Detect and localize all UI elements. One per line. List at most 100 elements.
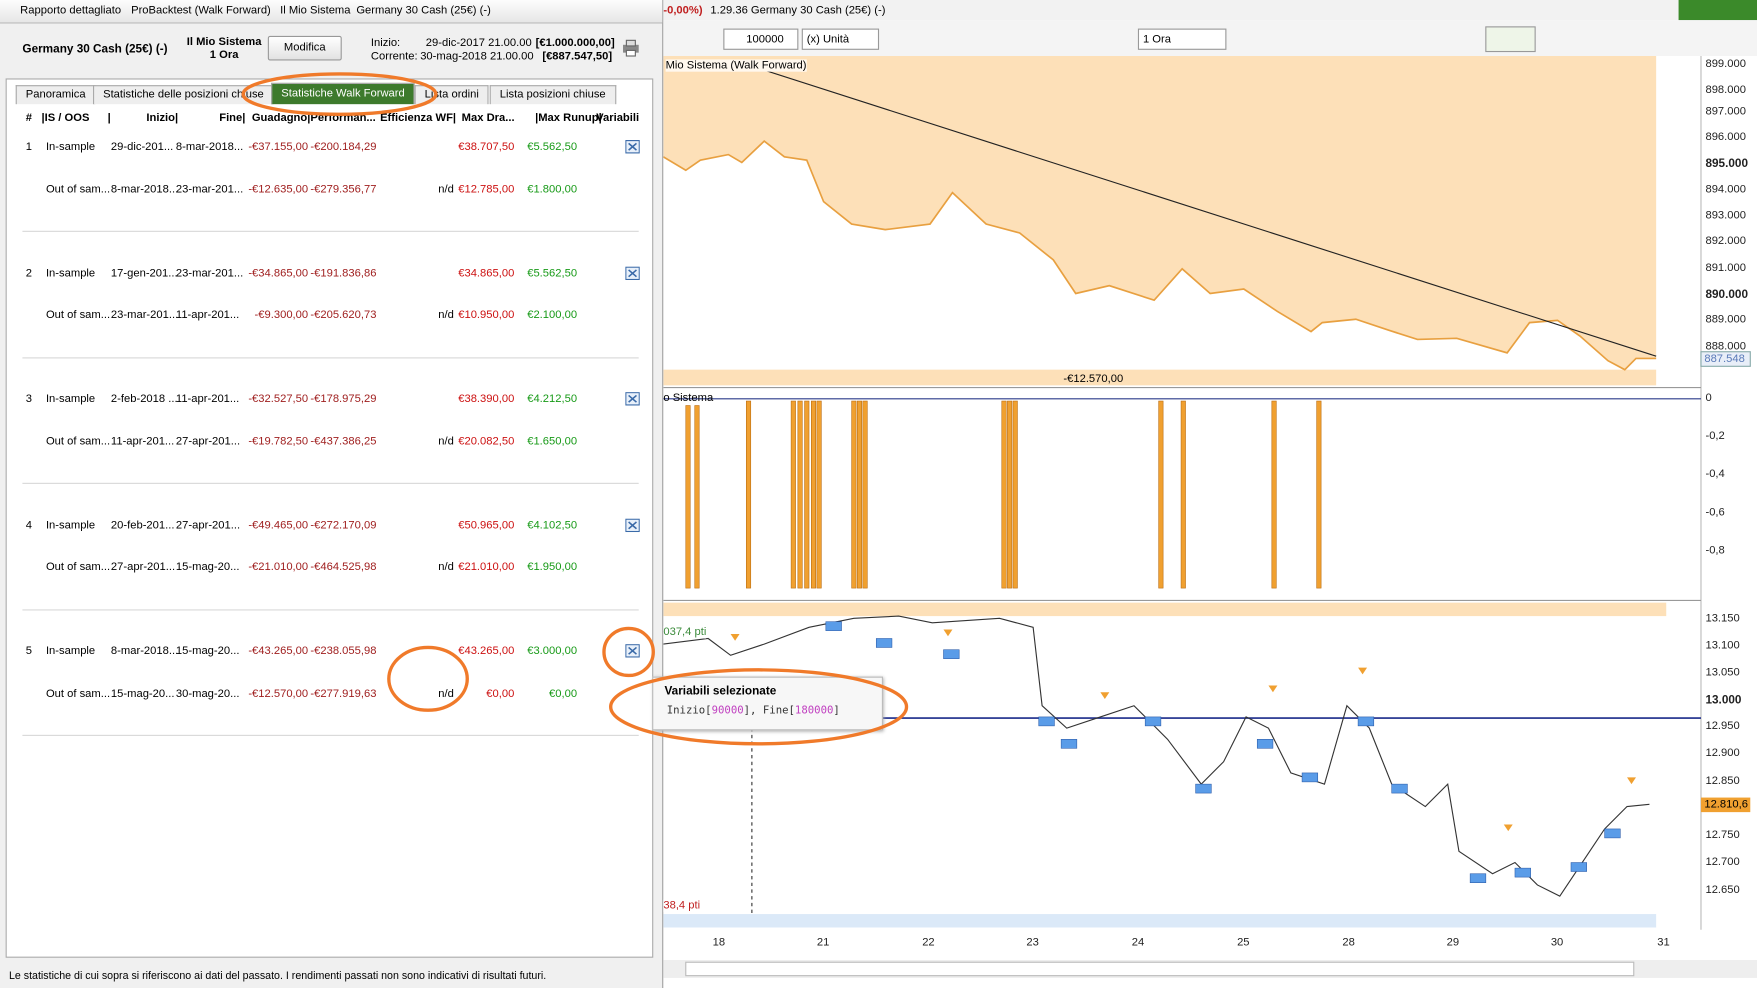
axis-label: 12.850 [1705, 775, 1740, 788]
highlight-ellipse [609, 668, 909, 746]
cell-dd: €0,00 [486, 687, 515, 700]
cell-end: 8-mar-2018... [175, 141, 244, 154]
axis-label: 895.000 [1705, 156, 1749, 171]
cell-type: In-sample [45, 645, 96, 658]
window-title: Il Mio Sistema [280, 4, 351, 17]
variables-icon[interactable] [625, 392, 640, 406]
cell-end: 30-mag-20... [175, 687, 240, 700]
axis-label: 0 [1705, 392, 1712, 405]
tab[interactable]: Statistiche Walk Forward [271, 82, 415, 105]
cell-type: In-sample [45, 393, 96, 406]
cell-start: 8-mar-2018... [110, 183, 179, 196]
cell-type: Out of sam... [45, 183, 111, 196]
result-label: -€12.570,00 [1063, 373, 1124, 386]
order-summary-strip [663, 914, 1657, 928]
cell-start: 29-dic-201... [110, 141, 174, 154]
cell-start: 17-gen-201... [110, 267, 178, 280]
cell-end: 11-apr-201... [175, 393, 240, 406]
date-label: 21 [816, 936, 830, 949]
tab[interactable]: Lista posizioni chiuse [489, 85, 616, 105]
cell-gain: -€34.865,00 [248, 267, 309, 280]
tooltip-part: 180000 [794, 704, 834, 717]
highlight-ellipse [241, 72, 438, 116]
row-separator [22, 608, 639, 610]
cell-dd: €43.265,00 [458, 645, 515, 658]
cell-runup: €3.000,00 [527, 645, 578, 658]
cell-runup: €5.562,50 [527, 141, 578, 154]
cell-runup: €4.212,50 [527, 393, 578, 406]
cell-perf: -€238.055,98 [310, 645, 377, 658]
current-date: 30-mag-2018 21.00.00 [420, 50, 534, 63]
cell-runup: €0,00 [549, 687, 578, 700]
date-label: 30 [1550, 936, 1564, 949]
cell-end: 27-apr-201... [175, 519, 241, 532]
cell-start: 2-feb-2018 ... [110, 393, 178, 406]
cell-eff: n/d [438, 435, 454, 448]
cell-perf: -€205.620,73 [310, 309, 377, 322]
start-date: 29-dic-2017 21.00.00 [425, 36, 532, 50]
window-title: Germany 30 Cash (25€) (-) [356, 4, 491, 17]
cell-end: 23-mar-201... [175, 267, 244, 280]
order-markers [825, 621, 1621, 883]
timeframe[interactable]: 1 Ora [1142, 33, 1171, 46]
axis-label: 12.700 [1705, 855, 1740, 869]
column-header: Max Dra... [461, 112, 515, 125]
window-controls[interactable] [1678, 0, 1757, 21]
order-arrows [730, 629, 1636, 832]
title-bar [0, 0, 663, 24]
timeframe-select[interactable] [1137, 28, 1227, 50]
cell-dd: €38.390,00 [458, 393, 515, 406]
tooltip-part: Inizio[ [666, 704, 712, 717]
equity-current-box [1700, 351, 1751, 367]
table-panel [5, 78, 654, 958]
tab[interactable]: Statistiche delle posizioni chiuse [93, 85, 274, 105]
cell-type: In-sample [45, 141, 96, 154]
cell-runup: €5.562,50 [527, 267, 578, 280]
price-path [663, 615, 1650, 897]
row-number: 3 [25, 393, 33, 406]
cell-start: 8-mar-2018... [110, 645, 179, 658]
variables-icon[interactable] [625, 518, 640, 532]
column-header: |Max Runup| [535, 112, 602, 125]
variables-icon[interactable] [625, 140, 640, 154]
axis-label: 12.900 [1705, 747, 1740, 760]
quantity-box[interactable] [723, 28, 799, 50]
variables-icon[interactable] [625, 266, 640, 280]
axis-label: 899.000 [1705, 58, 1746, 71]
cell-type: Out of sam... [45, 687, 111, 700]
quantity: 100000 [746, 33, 784, 46]
window-title: Rapporto dettagliato [20, 4, 122, 17]
cell-runup: €1.800,00 [527, 183, 578, 196]
equity-fill [663, 56, 1657, 370]
column-header: Guadagno| [251, 112, 311, 125]
unit[interactable]: (x) Unità [806, 33, 850, 46]
axis-label: 12.650 [1705, 883, 1740, 897]
current-label: Corrente: [370, 50, 418, 63]
chart-type-button[interactable] [1485, 26, 1536, 53]
cell-gain: -€9.300,00 [254, 309, 309, 322]
cell-dd: €12.785,00 [458, 183, 515, 196]
print-icon[interactable] [621, 39, 641, 57]
column-header: | [107, 112, 111, 125]
cell-end: 15-mag-20... [175, 561, 240, 574]
axis-label: 12.950 [1705, 720, 1740, 733]
unit-select[interactable] [801, 28, 880, 50]
variables-icon[interactable] [625, 644, 640, 658]
row-separator [22, 734, 639, 736]
cell-gain: -€37.155,00 [248, 141, 309, 154]
cell-dd: €10.950,00 [458, 309, 515, 322]
axis-label: -0,4 [1705, 468, 1725, 481]
tooltip: Variabili selezionate Inizio[90000], Fin… [652, 676, 883, 731]
cell-type: Out of sam... [45, 561, 111, 574]
row-number: 4 [25, 519, 33, 532]
row-separator [22, 356, 639, 358]
axis-label: 13.050 [1705, 666, 1740, 679]
chart-window: -0,00%) 1.29.36 Germany 30 Cash (25€) (-)… [663, 0, 1757, 988]
axis-label: 898.000 [1705, 84, 1746, 97]
axis-label: 12.750 [1705, 828, 1740, 842]
cell-dd: €21.010,00 [458, 561, 515, 574]
cell-eff: n/d [438, 561, 454, 574]
scroll-track[interactable] [685, 961, 1635, 977]
start-value: [€1.000.000,00] [535, 36, 615, 50]
modify-button[interactable]: Modifica [267, 35, 342, 61]
